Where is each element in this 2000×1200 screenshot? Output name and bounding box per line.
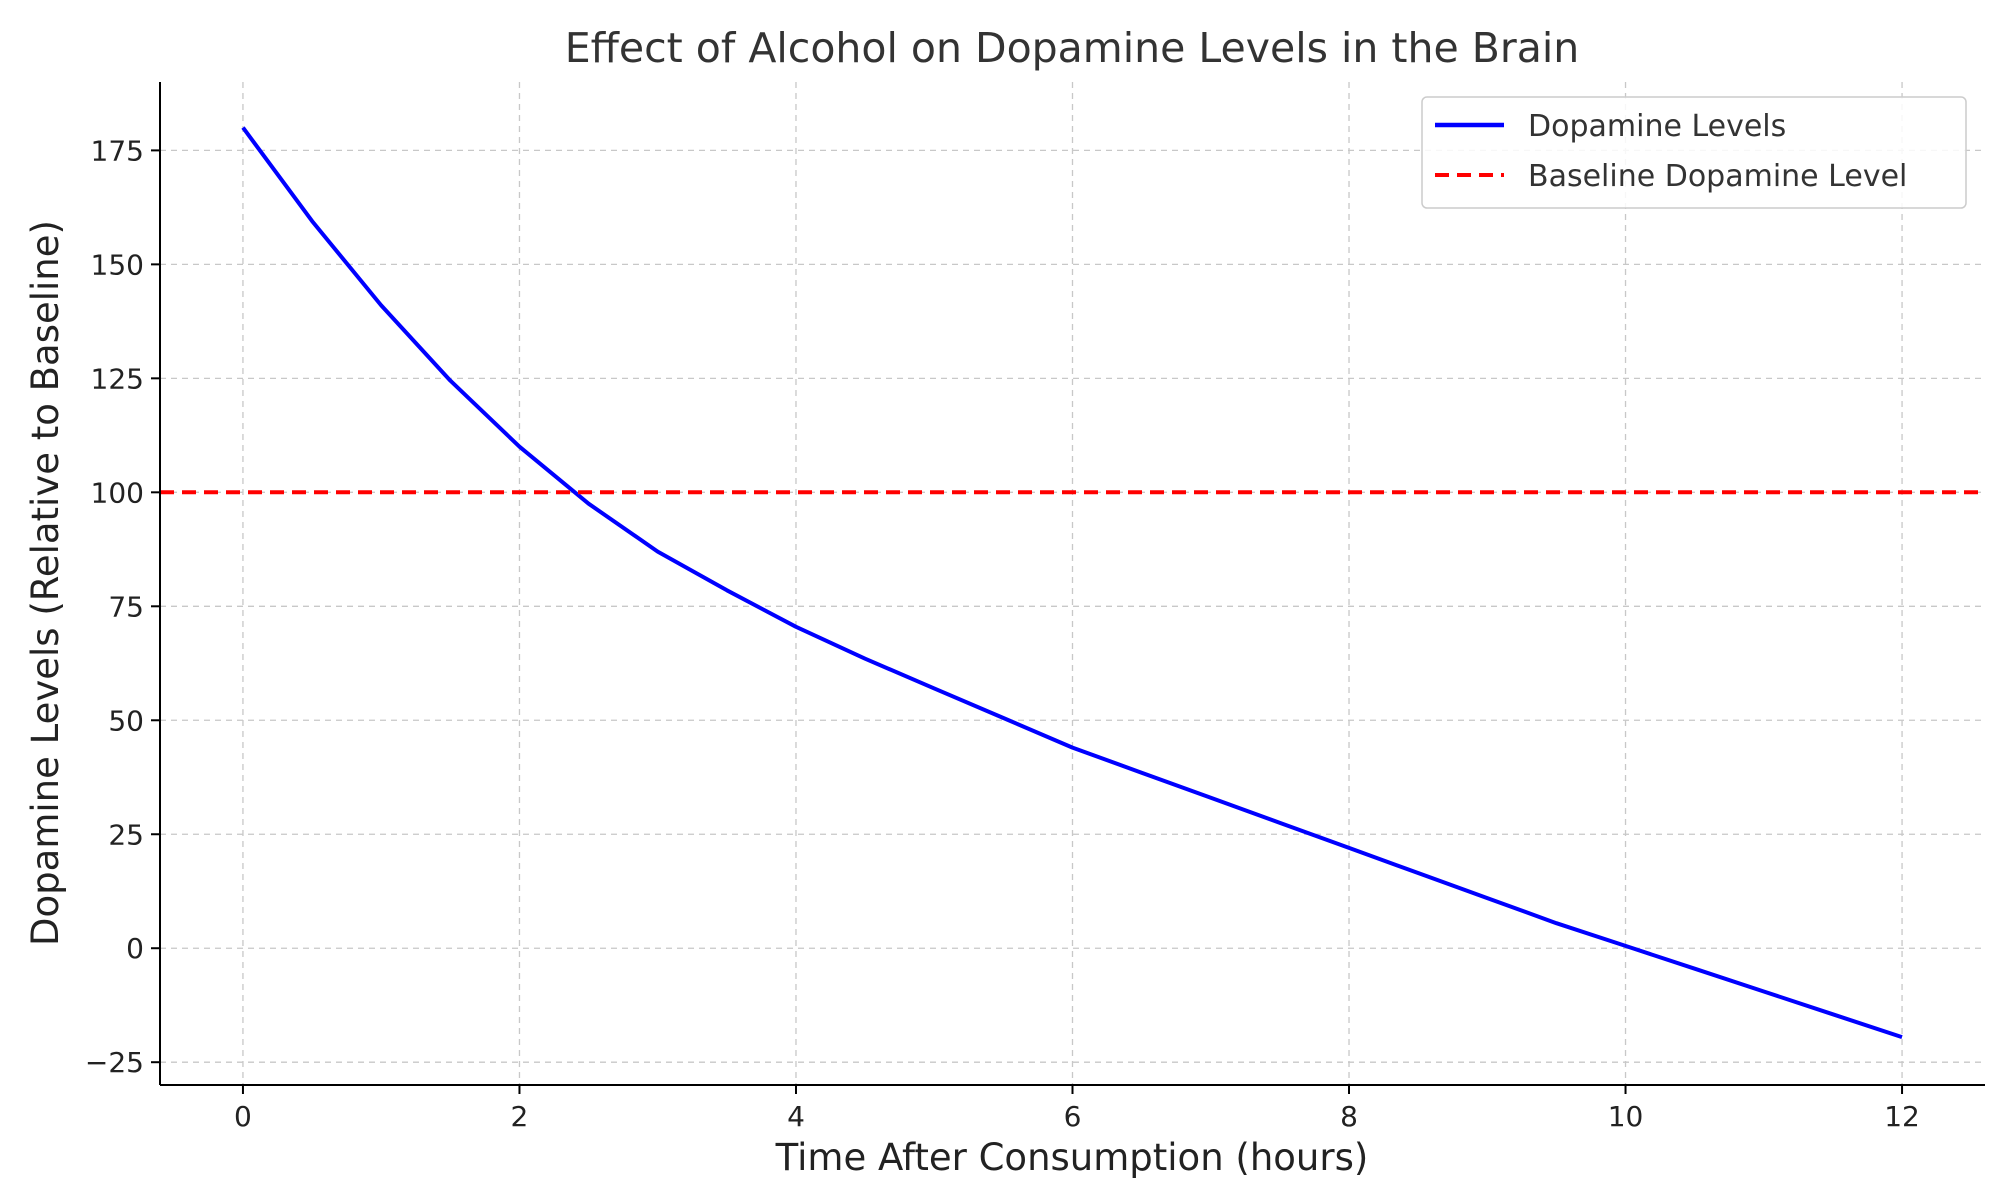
y-tick-label: 75 [108,590,144,623]
y-tick-label: 100 [91,476,144,509]
legend-label-dopamine-levels: Dopamine Levels [1528,109,1786,144]
x-tick-label: 4 [787,1100,805,1133]
series-line-dopamine-levels [241,126,1903,1039]
legend: Dopamine Levels Baseline Dopamine Level [1421,96,1967,209]
x-tick-label: 12 [1884,1100,1920,1133]
y-tick-label: 50 [108,704,144,737]
chart-title: Effect of Alcohol on Dopamine Levels in … [565,24,1579,72]
y-tick-label: 175 [91,134,144,167]
x-tick-label: 0 [234,1100,252,1133]
y-tick-label: 125 [91,362,144,395]
x-tick-label: 2 [511,1100,529,1133]
y-axis-label: Dopamine Levels (Relative to Baseline) [24,220,67,946]
x-tick-label: 8 [1340,1100,1358,1133]
y-tick-label: 0 [126,932,144,965]
x-tick-label: 6 [1064,1100,1082,1133]
ticks: 0 2 4 6 8 10 12 −25 0 25 50 75 100 125 150 175 [85,134,1920,1133]
y-tick-label: −25 [85,1046,144,1079]
y-tick-label: 25 [108,818,144,851]
legend-box [1421,96,1967,209]
legend-label-baseline-dopamine-level: Baseline Dopamine Level [1528,159,1907,194]
plot-area [160,126,1985,1039]
x-axis-label: Time After Consumption (hours) [775,1136,1369,1179]
x-tick-label: 10 [1608,1100,1644,1133]
y-tick-label: 150 [91,248,144,281]
grid [160,82,1985,1085]
